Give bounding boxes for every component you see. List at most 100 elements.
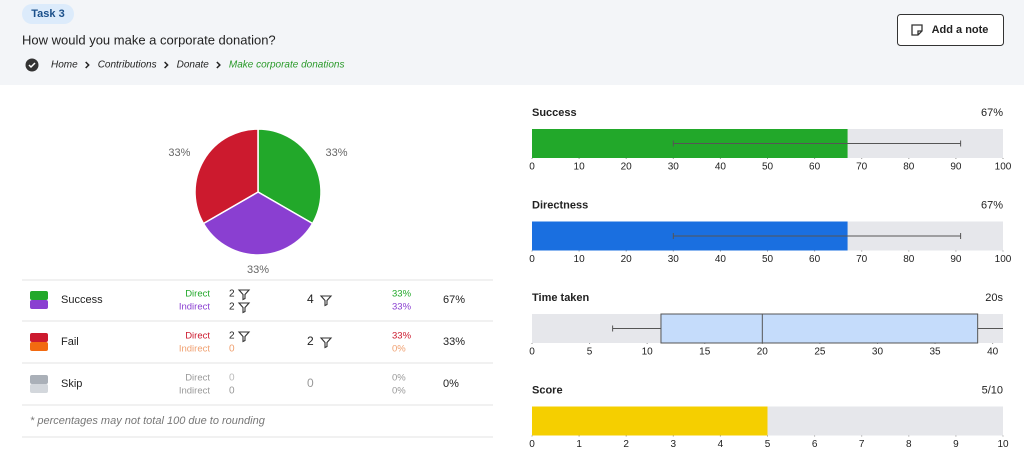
footnote: * percentages may not total 100 due to r… bbox=[30, 415, 266, 427]
filter-icon bbox=[237, 289, 251, 301]
direct-pct: 33% bbox=[392, 289, 412, 300]
total-pct: 0% bbox=[443, 378, 459, 390]
indirect-pct: 0% bbox=[392, 344, 406, 355]
swatch-top bbox=[30, 375, 48, 384]
x-tick-label: 2 bbox=[623, 439, 629, 450]
x-tick-label: 5 bbox=[765, 439, 771, 450]
metric-title: Directness bbox=[532, 199, 588, 211]
indirect-pct: 0% bbox=[392, 386, 406, 397]
direct-count: 2 bbox=[229, 331, 235, 342]
x-tick-label: 70 bbox=[856, 254, 868, 265]
badge-bg bbox=[22, 4, 74, 24]
header-bg bbox=[0, 0, 1024, 85]
x-tick-label: 0 bbox=[529, 347, 535, 358]
x-tick-label: 0 bbox=[529, 439, 535, 450]
x-tick-label: 35 bbox=[929, 347, 941, 358]
metric-value: 67% bbox=[981, 199, 1003, 211]
breadcrumb-chevron bbox=[85, 61, 90, 69]
filter-icon bbox=[319, 295, 333, 307]
row-name: Success bbox=[61, 294, 103, 306]
x-tick-label: 5 bbox=[587, 347, 593, 358]
breadcrumb-item: Contributions bbox=[98, 60, 157, 71]
x-tick-label: 10 bbox=[997, 439, 1009, 450]
filter-icon bbox=[237, 302, 251, 314]
metric-title: Time taken bbox=[532, 292, 590, 304]
add-note-label[interactable]: Add a note bbox=[932, 24, 989, 36]
pie-label: 33% bbox=[168, 147, 190, 159]
indirect-label: Indirect bbox=[179, 386, 211, 397]
x-tick-label: 8 bbox=[906, 439, 912, 450]
total-count: 4 bbox=[307, 292, 314, 306]
total-count: 0 bbox=[307, 376, 314, 390]
task-badge: Task 3 bbox=[31, 8, 64, 20]
x-tick-label: 0 bbox=[529, 162, 535, 173]
x-tick-label: 20 bbox=[621, 254, 633, 265]
metric-title: Success bbox=[532, 107, 577, 119]
metric-value: 5/10 bbox=[982, 384, 1003, 396]
x-tick-label: 80 bbox=[903, 162, 915, 173]
x-tick-label: 20 bbox=[621, 162, 633, 173]
x-tick-label: 0 bbox=[529, 254, 535, 265]
pie-label: 33% bbox=[326, 147, 348, 159]
total-count: 2 bbox=[307, 334, 314, 348]
row-name: Fail bbox=[61, 336, 79, 348]
breadcrumb-item: Home bbox=[51, 60, 78, 71]
swatch-bottom bbox=[30, 384, 48, 393]
indirect-count: 2 bbox=[229, 302, 235, 313]
direct-label: Direct bbox=[185, 289, 210, 300]
swatch-bottom bbox=[30, 300, 48, 309]
direct-pct: 33% bbox=[392, 331, 412, 342]
swatch-bottom bbox=[30, 342, 48, 351]
swatch-top bbox=[30, 291, 48, 300]
filter-icon bbox=[319, 337, 333, 349]
x-tick-label: 90 bbox=[950, 254, 962, 265]
metric-title: Score bbox=[532, 384, 563, 396]
indirect-label: Indirect bbox=[179, 302, 211, 313]
metric-value: 20s bbox=[985, 292, 1003, 304]
x-tick-label: 4 bbox=[718, 439, 724, 450]
filter-icon bbox=[237, 331, 251, 343]
direct-count: 2 bbox=[229, 289, 235, 300]
bar bbox=[532, 406, 768, 436]
x-tick-label: 15 bbox=[699, 347, 711, 358]
x-tick-label: 30 bbox=[668, 254, 680, 265]
add-note-button[interactable] bbox=[897, 14, 1004, 46]
breadcrumb: Home Contributions Donate Make corporate do… bbox=[51, 60, 344, 71]
x-tick-label: 50 bbox=[762, 162, 774, 173]
swatch-top bbox=[30, 333, 48, 342]
check-mark bbox=[28, 62, 36, 69]
x-tick-label: 70 bbox=[856, 162, 868, 173]
breadcrumb-chevron bbox=[216, 61, 221, 69]
breadcrumb-item: Donate bbox=[177, 60, 210, 71]
x-tick-label: 40 bbox=[715, 254, 727, 265]
x-tick-label: 100 bbox=[995, 254, 1012, 265]
pie-slice bbox=[257, 128, 322, 225]
note-icon bbox=[911, 24, 923, 36]
row-name: Skip bbox=[61, 378, 82, 390]
x-tick-label: 100 bbox=[995, 162, 1012, 173]
x-tick-label: 10 bbox=[642, 347, 654, 358]
indirect-count: 0 bbox=[229, 386, 235, 397]
x-tick-label: 50 bbox=[762, 254, 774, 265]
x-tick-label: 90 bbox=[950, 162, 962, 173]
indirect-pct: 33% bbox=[392, 302, 412, 313]
x-tick-label: 6 bbox=[812, 439, 818, 450]
x-tick-label: 40 bbox=[987, 347, 999, 358]
direct-label: Direct bbox=[185, 373, 210, 384]
pie-slice bbox=[194, 128, 259, 225]
total-pct: 33% bbox=[443, 336, 465, 348]
x-tick-label: 60 bbox=[809, 254, 821, 265]
x-tick-label: 3 bbox=[671, 439, 677, 450]
total-pct: 67% bbox=[443, 294, 465, 306]
indirect-label: Indirect bbox=[179, 344, 211, 355]
x-tick-label: 10 bbox=[574, 162, 586, 173]
indirect-count: 0 bbox=[229, 344, 235, 355]
x-tick-label: 7 bbox=[859, 439, 865, 450]
metric-value: 67% bbox=[981, 107, 1003, 119]
x-tick-label: 40 bbox=[715, 162, 727, 173]
breadcrumb-item: Make corporate donations bbox=[229, 60, 345, 71]
question: How would you make a corporate donation? bbox=[22, 32, 276, 47]
x-tick-label: 10 bbox=[574, 254, 586, 265]
x-tick-label: 60 bbox=[809, 162, 821, 173]
x-tick-label: 1 bbox=[576, 439, 582, 450]
